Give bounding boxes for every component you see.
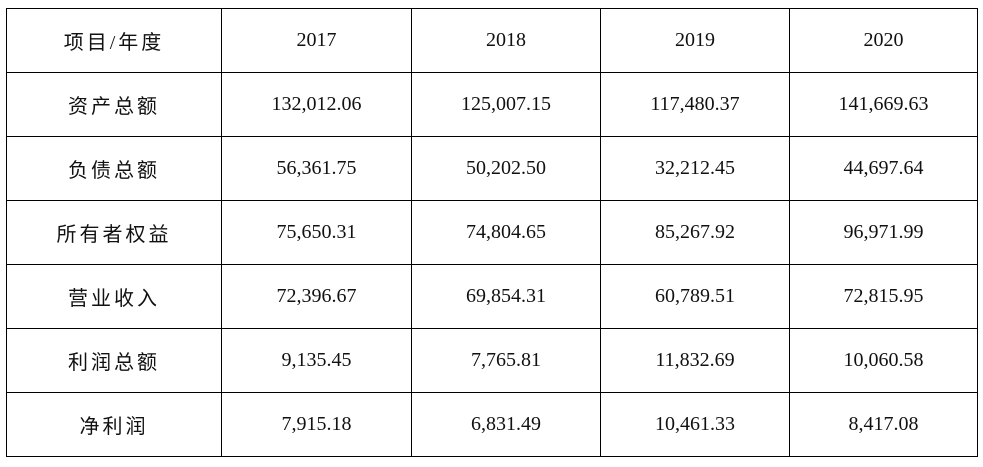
financial-table: 项目/年度 2017 2018 2019 2020 资产总额 132,012.06 125,0… — [6, 8, 978, 457]
cell: 117,480.37 — [600, 72, 790, 137]
row-label: 利润总额 — [6, 328, 222, 393]
cell: 44,697.64 — [789, 136, 978, 201]
cell: 74,804.65 — [411, 200, 601, 265]
header-row: 项目/年度 2017 2018 2019 2020 — [6, 8, 978, 73]
cell: 10,060.58 — [789, 328, 978, 393]
cell: 2017 — [221, 8, 412, 73]
row-label: 负债总额 — [6, 136, 222, 201]
cell: 2018 — [411, 8, 601, 73]
row-label: 营业收入 — [6, 264, 222, 329]
cell: 2020 — [789, 8, 978, 73]
cell: 9,135.45 — [221, 328, 412, 393]
data-row: 负债总额 56,361.75 50,202.50 32,212.45 44,697.64 — [6, 136, 978, 201]
row-label: 所有者权益 — [6, 200, 222, 265]
data-row: 所有者权益 75,650.31 74,804.65 85,267.92 96,971.9… — [6, 200, 978, 265]
cell: 8,417.08 — [789, 392, 978, 457]
cell: 7,765.81 — [411, 328, 601, 393]
cell: 10,461.33 — [600, 392, 790, 457]
cell: 6,831.49 — [411, 392, 601, 457]
cell: 96,971.99 — [789, 200, 978, 265]
data-row: 营业收入 72,396.67 69,854.31 60,789.51 72,815.95 — [6, 264, 978, 329]
cell: 72,815.95 — [789, 264, 978, 329]
cell: 11,832.69 — [600, 328, 790, 393]
row-label: 资产总额 — [6, 72, 222, 137]
cell: 75,650.31 — [221, 200, 412, 265]
cell: 2019 — [600, 8, 790, 73]
data-row: 资产总额 132,012.06 125,007.15 117,480.37 141,66… — [6, 72, 978, 137]
cell: 141,669.63 — [789, 72, 978, 137]
cell: 50,202.50 — [411, 136, 601, 201]
cell: 69,854.31 — [411, 264, 601, 329]
cell: 132,012.06 — [221, 72, 412, 137]
cell: 125,007.15 — [411, 72, 601, 137]
row-label: 净利润 — [6, 392, 222, 457]
cell: 72,396.67 — [221, 264, 412, 329]
table-wrap: 项目/年度 2017 2018 2019 2020 资产总额 132,012.06 125,0… — [6, 8, 978, 457]
cell: 85,267.92 — [600, 200, 790, 265]
cell: 60,789.51 — [600, 264, 790, 329]
data-row: 净利润 7,915.18 6,831.49 10,461.33 8,417.08 — [6, 392, 978, 457]
row-label: 项目/年度 — [6, 8, 222, 73]
cell: 7,915.18 — [221, 392, 412, 457]
cell: 32,212.45 — [600, 136, 790, 201]
data-row: 利润总额 9,135.45 7,765.81 11,832.69 10,060.58 — [6, 328, 978, 393]
cell: 56,361.75 — [221, 136, 412, 201]
